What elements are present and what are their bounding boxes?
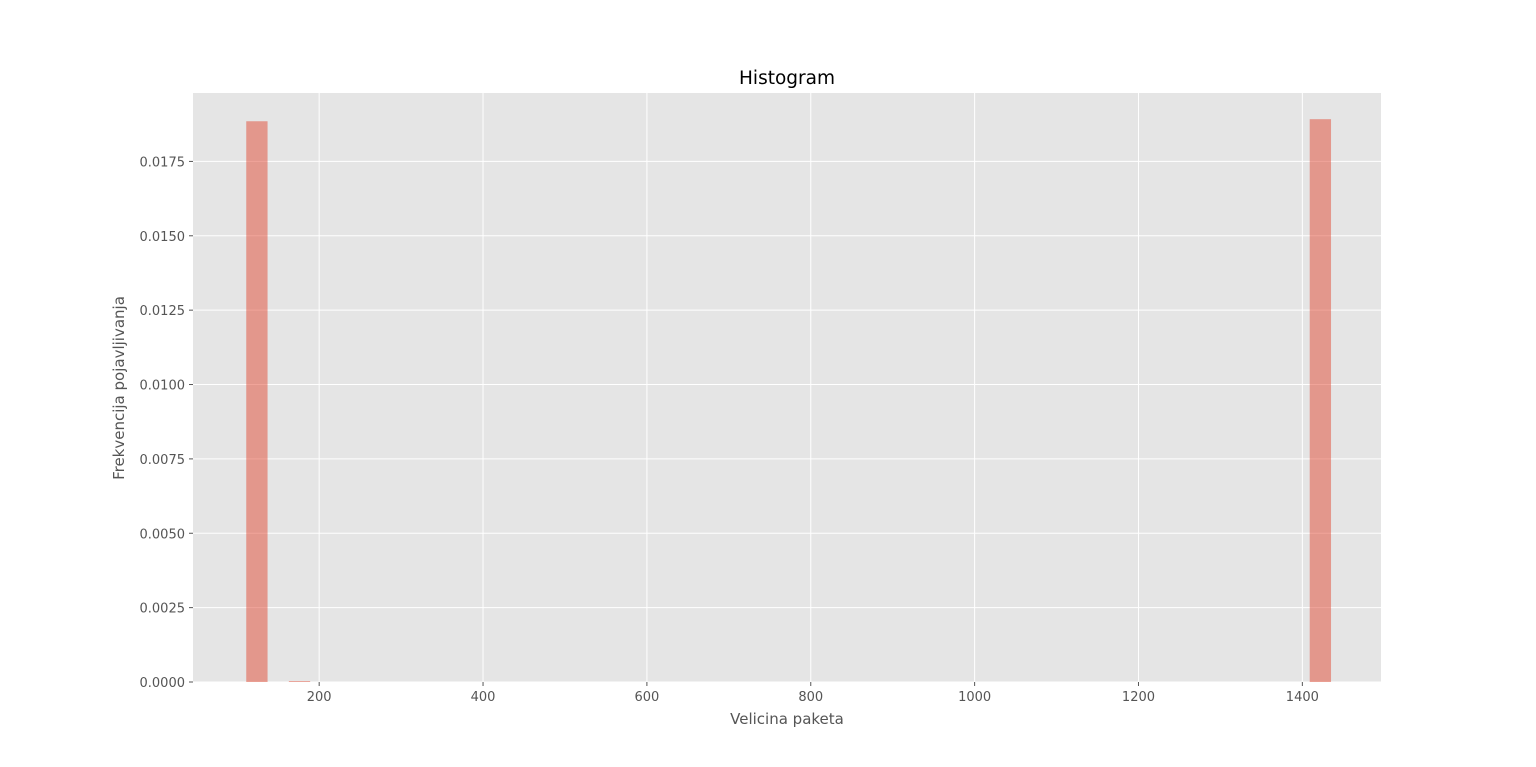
- y-tick-label: 0.0050: [140, 527, 186, 542]
- x-tick-label: 600: [634, 690, 659, 705]
- y-tick-label: 0.0000: [140, 676, 186, 691]
- y-tick-label: 0.0150: [140, 230, 186, 245]
- y-axis-label: Frekvencija pojavljivanja: [110, 296, 128, 480]
- x-tick-label: 800: [798, 690, 823, 705]
- y-tick-label: 0.0175: [140, 155, 186, 170]
- histogram-bars: [246, 119, 1332, 682]
- x-tick-label: 200: [307, 690, 332, 705]
- x-tick-label: 1000: [958, 690, 991, 705]
- x-axis-label: Velicina paketa: [730, 710, 844, 728]
- plot-background: [193, 93, 1381, 682]
- y-axis-ticks: 0.0000 0.0025 0.0050 0.0075 0.0100 0.0125 0.01…: [140, 155, 193, 691]
- histogram-bar: [288, 681, 311, 682]
- y-tick-label: 0.0125: [140, 304, 186, 319]
- chart-title: Histogram: [739, 68, 835, 89]
- y-tick-label: 0.0075: [140, 453, 186, 468]
- x-tick-label: 1200: [1122, 690, 1155, 705]
- x-tick-label: 1400: [1286, 690, 1319, 705]
- y-tick-label: 0.0025: [140, 602, 186, 617]
- histogram-bar: [1309, 119, 1332, 682]
- x-tick-label: 400: [471, 690, 496, 705]
- y-tick-label: 0.0100: [140, 379, 186, 394]
- x-axis-ticks: 200 400 600 800 1000 1200 1400: [307, 682, 1319, 705]
- histogram-bar: [246, 121, 268, 682]
- grid-lines: [193, 93, 1381, 683]
